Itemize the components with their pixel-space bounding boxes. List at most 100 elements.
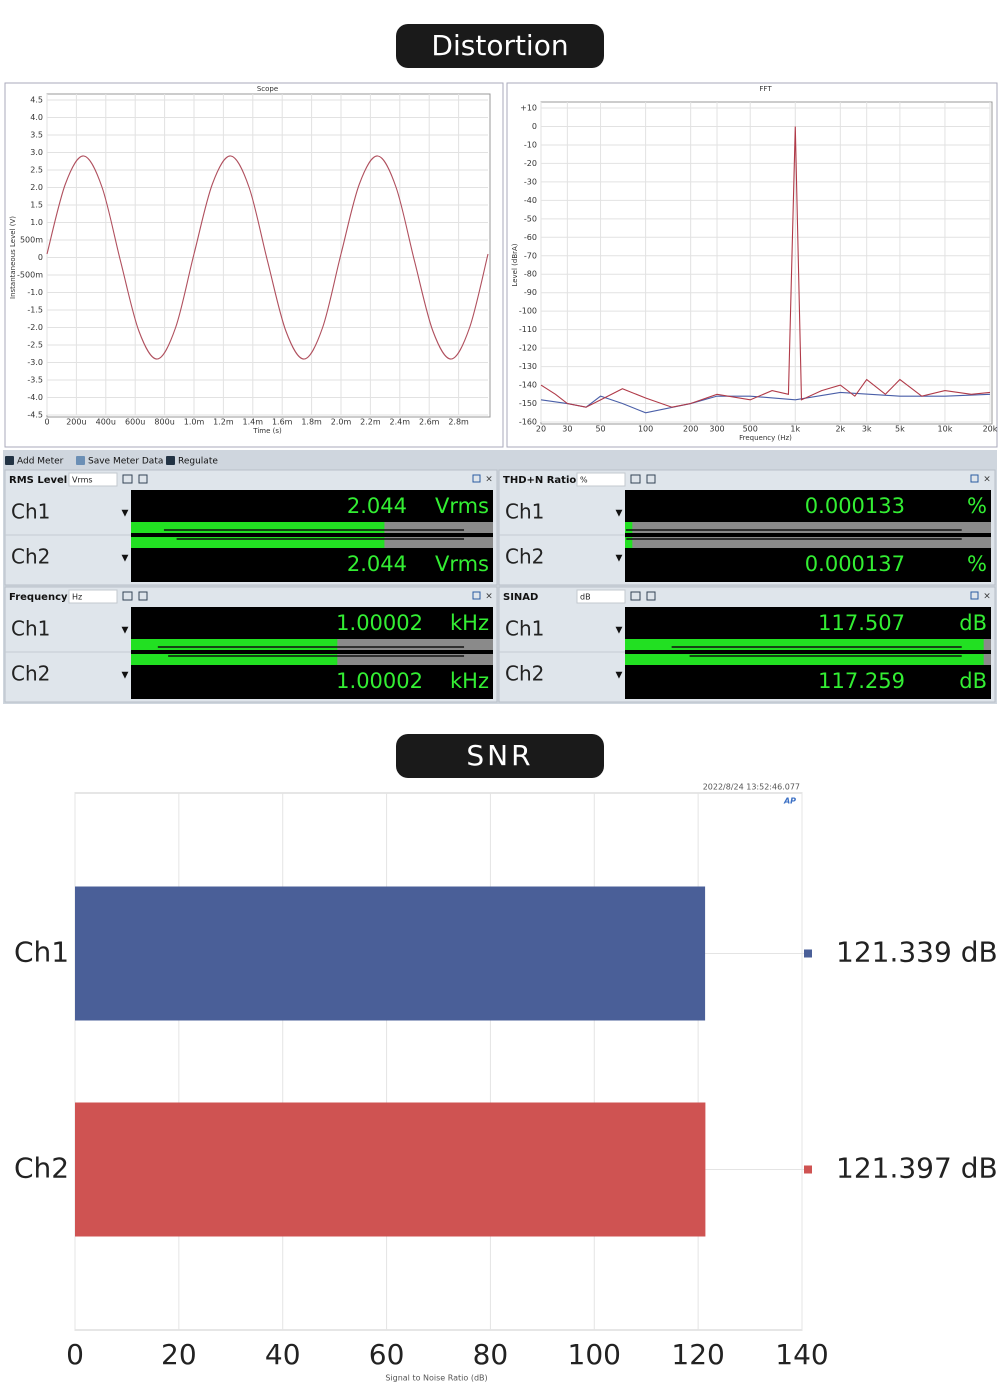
- settings-icon[interactable]: [630, 591, 641, 601]
- meter-value: 117.507: [818, 611, 905, 635]
- toolbar-icon: [166, 456, 175, 465]
- y-tick-label: -4.0: [27, 393, 43, 402]
- toolbar-icon: [5, 456, 14, 465]
- y-tick-label: -30: [524, 177, 537, 186]
- x-tick-label: 1k: [790, 425, 800, 434]
- settings-icon[interactable]: [646, 591, 656, 601]
- level-track: [625, 537, 991, 548]
- legend-marker: [804, 1165, 812, 1174]
- panel: [4, 82, 504, 448]
- x-tick-label: 0: [44, 418, 49, 427]
- y-tick-label: -140: [519, 381, 537, 390]
- x-tick-label: 0: [66, 1338, 84, 1371]
- y-tick-label: -2.0: [27, 323, 43, 332]
- meter-value: 117.259: [818, 669, 905, 693]
- x-tick-label: 80: [473, 1338, 509, 1371]
- settings-icon[interactable]: [122, 474, 133, 484]
- toolbar-button[interactable]: Add Meter: [17, 457, 64, 467]
- level-bar: [131, 639, 338, 650]
- unit-select[interactable]: [576, 472, 626, 487]
- channel-label: Ch1: [505, 500, 544, 524]
- y-tick-label: -120: [519, 344, 537, 353]
- value-label: 121.397 dB: [836, 1152, 998, 1185]
- timestamp: 2022/8/24 13:52:46.077: [703, 783, 800, 792]
- meter-display: [131, 607, 493, 699]
- meter-unit-label: Vrms: [435, 552, 489, 576]
- meter-unit-label: kHz: [450, 611, 489, 635]
- channel-label: Ch2: [505, 662, 544, 686]
- popout-icon[interactable]: [472, 474, 481, 483]
- x-tick-label: 5k: [895, 425, 905, 434]
- settings-icon[interactable]: [646, 474, 656, 484]
- y-tick-label: -3.0: [27, 358, 43, 367]
- channel-dropdown[interactable]: ▼: [616, 554, 623, 564]
- meter-display: [131, 490, 493, 582]
- y-tick-label: -150: [519, 399, 537, 408]
- unit-select[interactable]: [576, 589, 626, 604]
- y-tick-label: -160: [519, 418, 537, 427]
- close-button[interactable]: ×: [485, 592, 493, 602]
- y-tick-label: -3.5: [27, 376, 43, 385]
- toolbar-button[interactable]: Regulate: [178, 457, 218, 467]
- close-button[interactable]: ×: [983, 592, 991, 602]
- settings-icon[interactable]: [122, 591, 133, 601]
- y-tick-label: -60: [524, 233, 537, 242]
- meter-value: 1.00002: [336, 669, 423, 693]
- channel-dropdown[interactable]: ▼: [616, 626, 623, 636]
- channel-dropdown[interactable]: ▼: [122, 671, 129, 681]
- panel: [506, 82, 998, 448]
- x-tick-label: 30: [562, 425, 572, 434]
- x-tick-label: 1.2m: [213, 418, 234, 427]
- y-tick-label: -40: [524, 196, 537, 205]
- series-line: [540, 126, 991, 408]
- meter-value: 0.000137: [805, 552, 905, 576]
- y-tick-label: 3.5: [30, 131, 43, 140]
- channel-dropdown[interactable]: ▼: [122, 509, 129, 519]
- x-tick-label: 200u: [66, 418, 86, 427]
- settings-icon[interactable]: [138, 591, 148, 601]
- y-axis-label: Instantaneous Level (V): [9, 216, 17, 299]
- y-tick-label: -2.5: [27, 341, 43, 350]
- x-tick-label: 2.8m: [448, 418, 469, 427]
- channel-dropdown[interactable]: ▼: [616, 671, 623, 681]
- meter-unit-label: Vrms: [435, 494, 489, 518]
- meter-unit-label: %: [967, 494, 987, 518]
- y-tick-label: -100: [519, 307, 537, 316]
- toolbar-button[interactable]: Save Meter Data: [88, 457, 163, 467]
- meter-value: 0.000133: [805, 494, 905, 518]
- value-label: 121.339 dB: [836, 936, 998, 969]
- x-tick-label: 200: [683, 425, 698, 434]
- level-bar: [131, 522, 385, 533]
- x-tick-label: 1.8m: [301, 418, 322, 427]
- popout-icon[interactable]: [970, 591, 979, 600]
- x-tick-label: 500: [743, 425, 758, 434]
- bar: [75, 886, 706, 1021]
- settings-icon[interactable]: [138, 474, 148, 484]
- channel-dropdown[interactable]: ▼: [122, 554, 129, 564]
- y-tick-label: -90: [524, 288, 537, 297]
- settings-icon[interactable]: [630, 474, 641, 484]
- x-tick-label: 800u: [154, 418, 174, 427]
- y-tick-label: -130: [519, 362, 537, 371]
- meter-unit: Hz: [72, 593, 82, 602]
- meter-title: THD+N Ratio: [503, 475, 576, 486]
- meter-display: [625, 607, 991, 699]
- x-tick-label: 100: [638, 425, 653, 434]
- x-tick-label: 40: [265, 1338, 301, 1371]
- x-tick-label: 600u: [125, 418, 145, 427]
- popout-icon[interactable]: [970, 474, 979, 483]
- channel-dropdown[interactable]: ▼: [616, 509, 623, 519]
- level-bar: [625, 654, 984, 665]
- x-tick-label: 20: [161, 1338, 197, 1371]
- unit-select[interactable]: [68, 472, 118, 487]
- level-bar: [625, 522, 633, 533]
- meter-value: 1.00002: [336, 611, 423, 635]
- close-button[interactable]: ×: [983, 475, 991, 485]
- close-button[interactable]: ×: [485, 475, 493, 485]
- popout-icon[interactable]: [472, 591, 481, 600]
- section-title: Distortion: [431, 29, 568, 62]
- unit-select[interactable]: [68, 589, 118, 604]
- channel-dropdown[interactable]: ▼: [122, 626, 129, 636]
- y-tick-label: -1.5: [27, 306, 43, 315]
